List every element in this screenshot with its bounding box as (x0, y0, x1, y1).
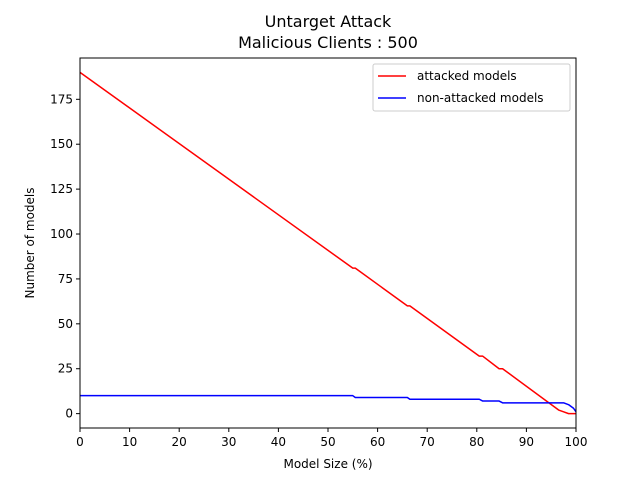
x-tick-label: 10 (122, 435, 137, 449)
y-axis: 0 25 50 75 100 125 150 175 (50, 92, 80, 421)
x-axis-label: Model Size (%) (283, 457, 372, 471)
x-tick-label: 60 (370, 435, 385, 449)
y-tick-label: 75 (58, 272, 73, 286)
y-tick-label: 100 (50, 227, 73, 241)
legend-box (372, 63, 571, 112)
y-tick-label: 150 (50, 137, 73, 151)
x-tick-label: 40 (271, 435, 286, 449)
x-axis: 0 10 20 30 40 50 60 70 80 90 100 (76, 428, 587, 449)
legend: attacked models non-attacked models (372, 63, 571, 112)
legend-entry-0: attacked models (417, 69, 517, 83)
y-tick-label: 0 (65, 407, 73, 421)
x-tick-label: 30 (221, 435, 236, 449)
y-tick-label: 175 (50, 92, 73, 106)
legend-entry-1: non-attacked models (417, 91, 544, 105)
x-tick-label: 0 (76, 435, 84, 449)
x-tick-label: 20 (172, 435, 187, 449)
y-tick-label: 125 (50, 182, 73, 196)
series-layer (79, 71, 577, 415)
series-line-1 (80, 394, 577, 413)
chart-subtitle: Malicious Clients : 500 (238, 33, 418, 52)
plot-frame (79, 57, 577, 429)
series-line-0 (79, 71, 576, 415)
x-tick-label: 100 (565, 435, 588, 449)
y-tick-label: 50 (58, 317, 73, 331)
chart-title: Untarget Attack (265, 12, 392, 31)
x-tick-label: 90 (519, 435, 534, 449)
x-tick-label: 50 (320, 435, 335, 449)
y-tick-label: 25 (58, 362, 73, 376)
x-tick-label: 70 (420, 435, 435, 449)
x-tick-label: 80 (469, 435, 484, 449)
y-axis-label: Number of models (23, 187, 37, 298)
